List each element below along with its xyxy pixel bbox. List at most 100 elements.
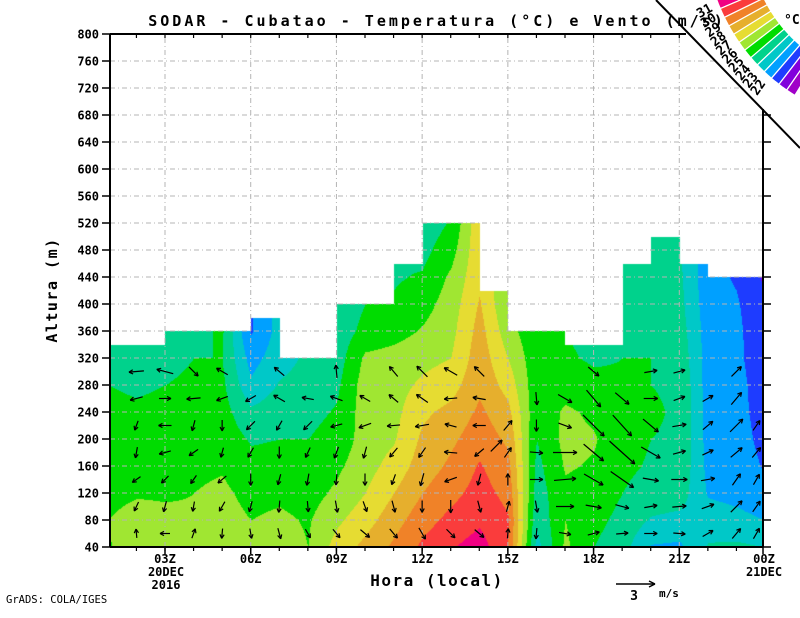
wind-arrow: [586, 389, 602, 408]
wind-arrow: [673, 395, 686, 402]
wind-arrow: [443, 396, 458, 402]
wind-arrow: [702, 529, 714, 538]
gridlines: [110, 34, 763, 547]
legend-unit: °C: [784, 13, 800, 28]
wind-arrow: [702, 394, 714, 403]
wind-arrow: [700, 476, 716, 482]
wind-arrow: [416, 365, 428, 378]
wind-arrow: [642, 477, 659, 483]
wind-arrow: [585, 504, 602, 510]
grads-credit: GrADS: COLA/IGES: [6, 594, 107, 606]
wind-arrow: [161, 501, 168, 513]
wind-reference-unit: m/s: [659, 587, 679, 600]
wind-arrow: [672, 503, 687, 509]
x-tick-label: 15Z: [497, 552, 519, 566]
wind-arrow: [128, 369, 144, 375]
legend-tick-label: 29: [703, 20, 724, 41]
wind-arrow: [188, 366, 199, 377]
y-tick-label: 120: [77, 487, 99, 501]
y-tick-label: 80: [85, 514, 99, 528]
x-tick-label: 00Z: [753, 552, 775, 566]
y-tick-label: 480: [77, 244, 99, 258]
x-axis-title: Hora (local): [370, 571, 504, 590]
wind-arrow: [644, 530, 658, 537]
wind-arrow: [361, 446, 368, 459]
wind-arrow: [276, 446, 282, 459]
wind-arrow: [131, 476, 141, 483]
wind-arrow: [505, 473, 511, 486]
wind-arrow: [553, 476, 577, 482]
wind-arrow: [248, 528, 254, 539]
wind-arrow: [533, 419, 540, 432]
wind-arrow: [729, 418, 744, 433]
wind-arrow: [334, 500, 340, 513]
wind-arrow: [160, 475, 169, 484]
wind-arrow: [583, 473, 604, 486]
wind-arrow: [247, 447, 254, 458]
legend-color-wedge: [785, 69, 800, 97]
wind-arrow: [731, 473, 742, 486]
wind-arrow: [190, 420, 196, 432]
wind-arrow: [301, 395, 314, 401]
wind-arrow: [329, 395, 343, 402]
wind-arrow: [158, 450, 171, 456]
wind-reference: 3 m/s: [616, 580, 679, 604]
wind-arrow: [752, 527, 761, 539]
y-tick-label: 560: [77, 190, 99, 204]
y-tick-label: 40: [85, 541, 99, 555]
temperature-field: [111, 35, 763, 547]
y-tick-label: 760: [77, 55, 99, 69]
wind-arrow: [245, 394, 257, 403]
corner-diagonal: [655, 0, 800, 149]
wind-arrow: [505, 528, 511, 539]
date-end: 21DEC: [746, 565, 782, 579]
x-tick-label: 09Z: [326, 552, 348, 566]
wind-arrow: [558, 422, 573, 430]
wind-vectors: [128, 364, 762, 540]
wind-arrow: [219, 447, 225, 458]
wind-arrow: [505, 500, 511, 512]
x-tick-label: 21Z: [668, 552, 690, 566]
y-tick-label: 200: [77, 433, 99, 447]
wind-arrow: [216, 367, 229, 376]
wind-arrow: [644, 368, 658, 374]
wind-arrow: [133, 528, 139, 539]
wind-arrow: [273, 366, 285, 377]
wind-arrow: [534, 500, 540, 513]
wind-arrow: [672, 422, 687, 428]
wind-arrow: [610, 470, 635, 489]
wind-arrow: [731, 365, 742, 377]
wind-arrow: [330, 423, 343, 429]
wind-arrow: [418, 447, 427, 458]
chart-title: SODAR - Cubatao - Temperatura (°C) e Ven…: [148, 12, 725, 30]
wind-arrow: [275, 420, 283, 431]
wind-arrow: [358, 422, 372, 429]
wind-arrow: [476, 473, 482, 486]
wind-arrow: [609, 440, 636, 465]
wind-arrow: [583, 443, 605, 462]
wind-arrow: [752, 473, 761, 485]
wind-arrow: [303, 420, 313, 431]
wind-arrow: [304, 473, 311, 486]
wind-arrow: [702, 420, 714, 431]
wind-arrow: [612, 414, 633, 437]
wind-arrow: [158, 422, 172, 429]
wind-arrow: [443, 367, 458, 376]
y-tick-label: 800: [77, 28, 99, 42]
wind-arrow: [472, 395, 486, 401]
legend-tick-label: 22: [748, 77, 769, 98]
wind-arrow: [415, 393, 429, 404]
y-tick-label: 600: [77, 163, 99, 177]
wind-arrow: [444, 422, 457, 428]
wind-arrow: [389, 447, 398, 458]
x-tick-label: 12Z: [411, 552, 433, 566]
legend-tick-label: 30: [698, 10, 719, 31]
wind-reference-value: 3: [630, 589, 638, 604]
date-start-line1: 20DEC: [148, 565, 184, 579]
wind-arrow: [533, 527, 539, 540]
wind-arrow: [582, 414, 605, 437]
wind-reference-arrowhead: [648, 580, 656, 585]
wind-arrow: [555, 503, 575, 510]
